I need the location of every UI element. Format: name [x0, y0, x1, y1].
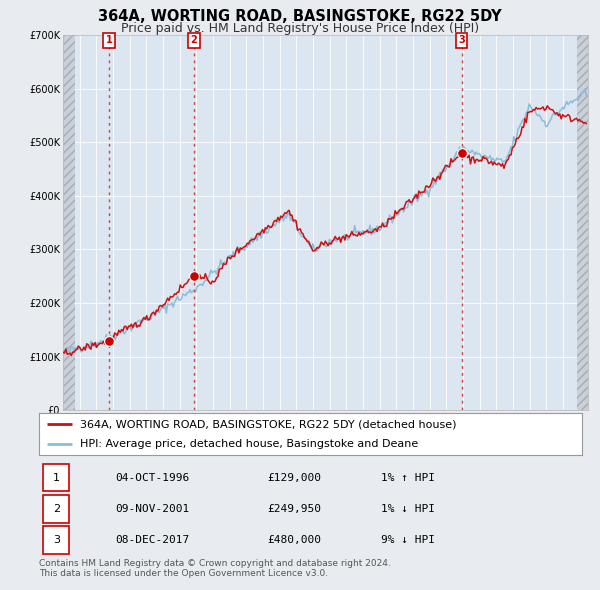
Text: 3: 3: [458, 35, 465, 45]
Text: 364A, WORTING ROAD, BASINGSTOKE, RG22 5DY: 364A, WORTING ROAD, BASINGSTOKE, RG22 5D…: [98, 9, 502, 24]
Text: £480,000: £480,000: [267, 535, 321, 545]
Text: Contains HM Land Registry data © Crown copyright and database right 2024.
This d: Contains HM Land Registry data © Crown c…: [39, 559, 391, 578]
FancyBboxPatch shape: [43, 495, 70, 523]
Text: £249,950: £249,950: [267, 504, 321, 514]
Text: 04-OCT-1996: 04-OCT-1996: [115, 473, 189, 483]
Text: 1% ↓ HPI: 1% ↓ HPI: [381, 504, 435, 514]
FancyBboxPatch shape: [43, 526, 70, 553]
Text: 1% ↑ HPI: 1% ↑ HPI: [381, 473, 435, 483]
Text: 1: 1: [53, 473, 60, 483]
Text: 9% ↓ HPI: 9% ↓ HPI: [381, 535, 435, 545]
Text: 2: 2: [191, 35, 197, 45]
Text: 09-NOV-2001: 09-NOV-2001: [115, 504, 189, 514]
Text: 3: 3: [53, 535, 60, 545]
Text: 2: 2: [53, 504, 60, 514]
Text: £129,000: £129,000: [267, 473, 321, 483]
Text: Price paid vs. HM Land Registry's House Price Index (HPI): Price paid vs. HM Land Registry's House …: [121, 22, 479, 35]
Text: 1: 1: [106, 35, 112, 45]
Text: 08-DEC-2017: 08-DEC-2017: [115, 535, 189, 545]
Text: 364A, WORTING ROAD, BASINGSTOKE, RG22 5DY (detached house): 364A, WORTING ROAD, BASINGSTOKE, RG22 5D…: [80, 419, 456, 430]
FancyBboxPatch shape: [43, 464, 70, 491]
Bar: [577, 35, 588, 410]
Text: HPI: Average price, detached house, Basingstoke and Deane: HPI: Average price, detached house, Basi…: [80, 439, 418, 449]
Bar: [63, 35, 74, 410]
